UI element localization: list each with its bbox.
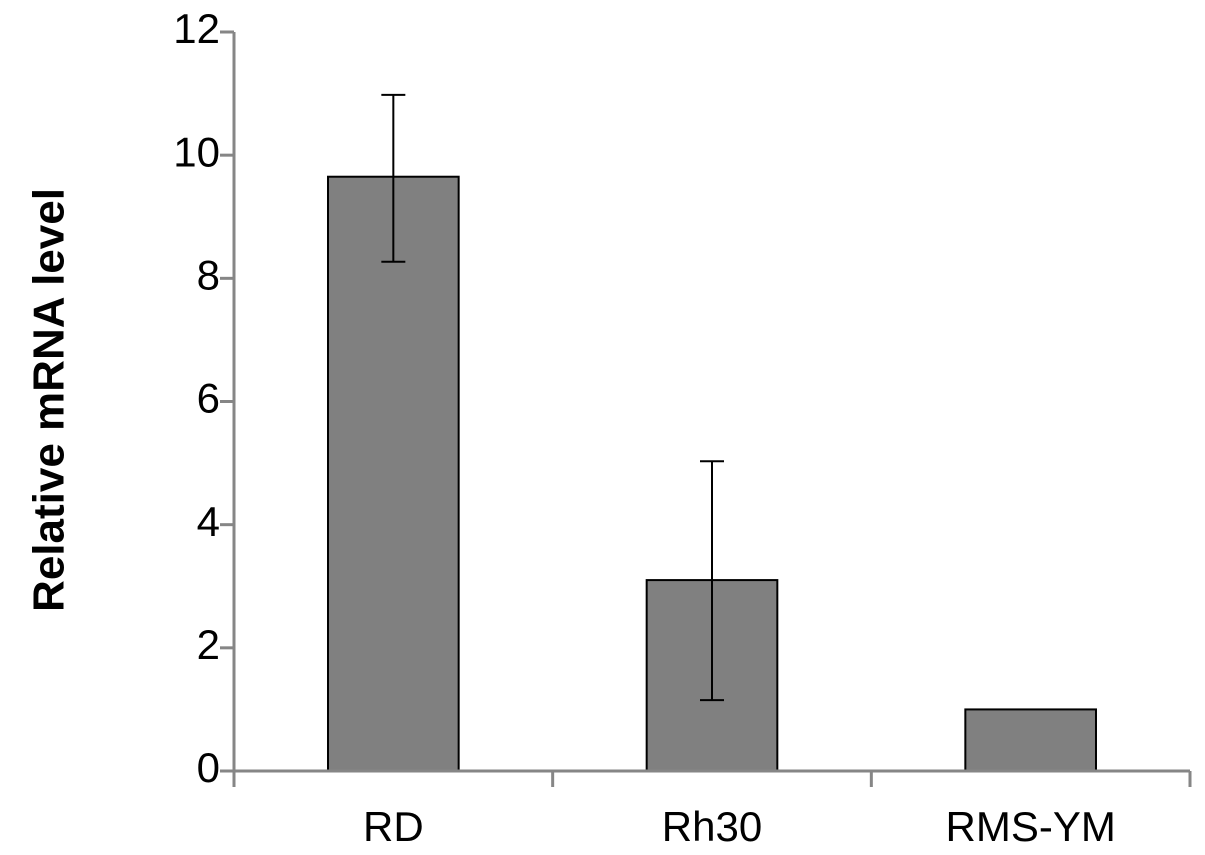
y-tick-label: 10 — [173, 128, 220, 175]
y-tick-label: 6 — [197, 375, 220, 422]
x-axis: RD Rh30 RMS-YM — [234, 771, 1190, 850]
x-category-label: Rh30 — [662, 803, 762, 850]
y-tick-label: 2 — [197, 621, 220, 668]
bar — [965, 709, 1096, 771]
y-tick-label: 8 — [197, 251, 220, 298]
y-axis: 0 2 4 6 8 10 12 — [173, 5, 234, 791]
y-tick-label: 4 — [197, 498, 220, 545]
x-category-label: RD — [363, 803, 424, 850]
bar — [328, 177, 459, 771]
y-axis-title: Relative mRNA level — [25, 188, 74, 612]
y-tick-label: 12 — [173, 5, 220, 52]
y-tick-label: 0 — [197, 744, 220, 791]
x-category-label: RMS-YM — [946, 803, 1116, 850]
